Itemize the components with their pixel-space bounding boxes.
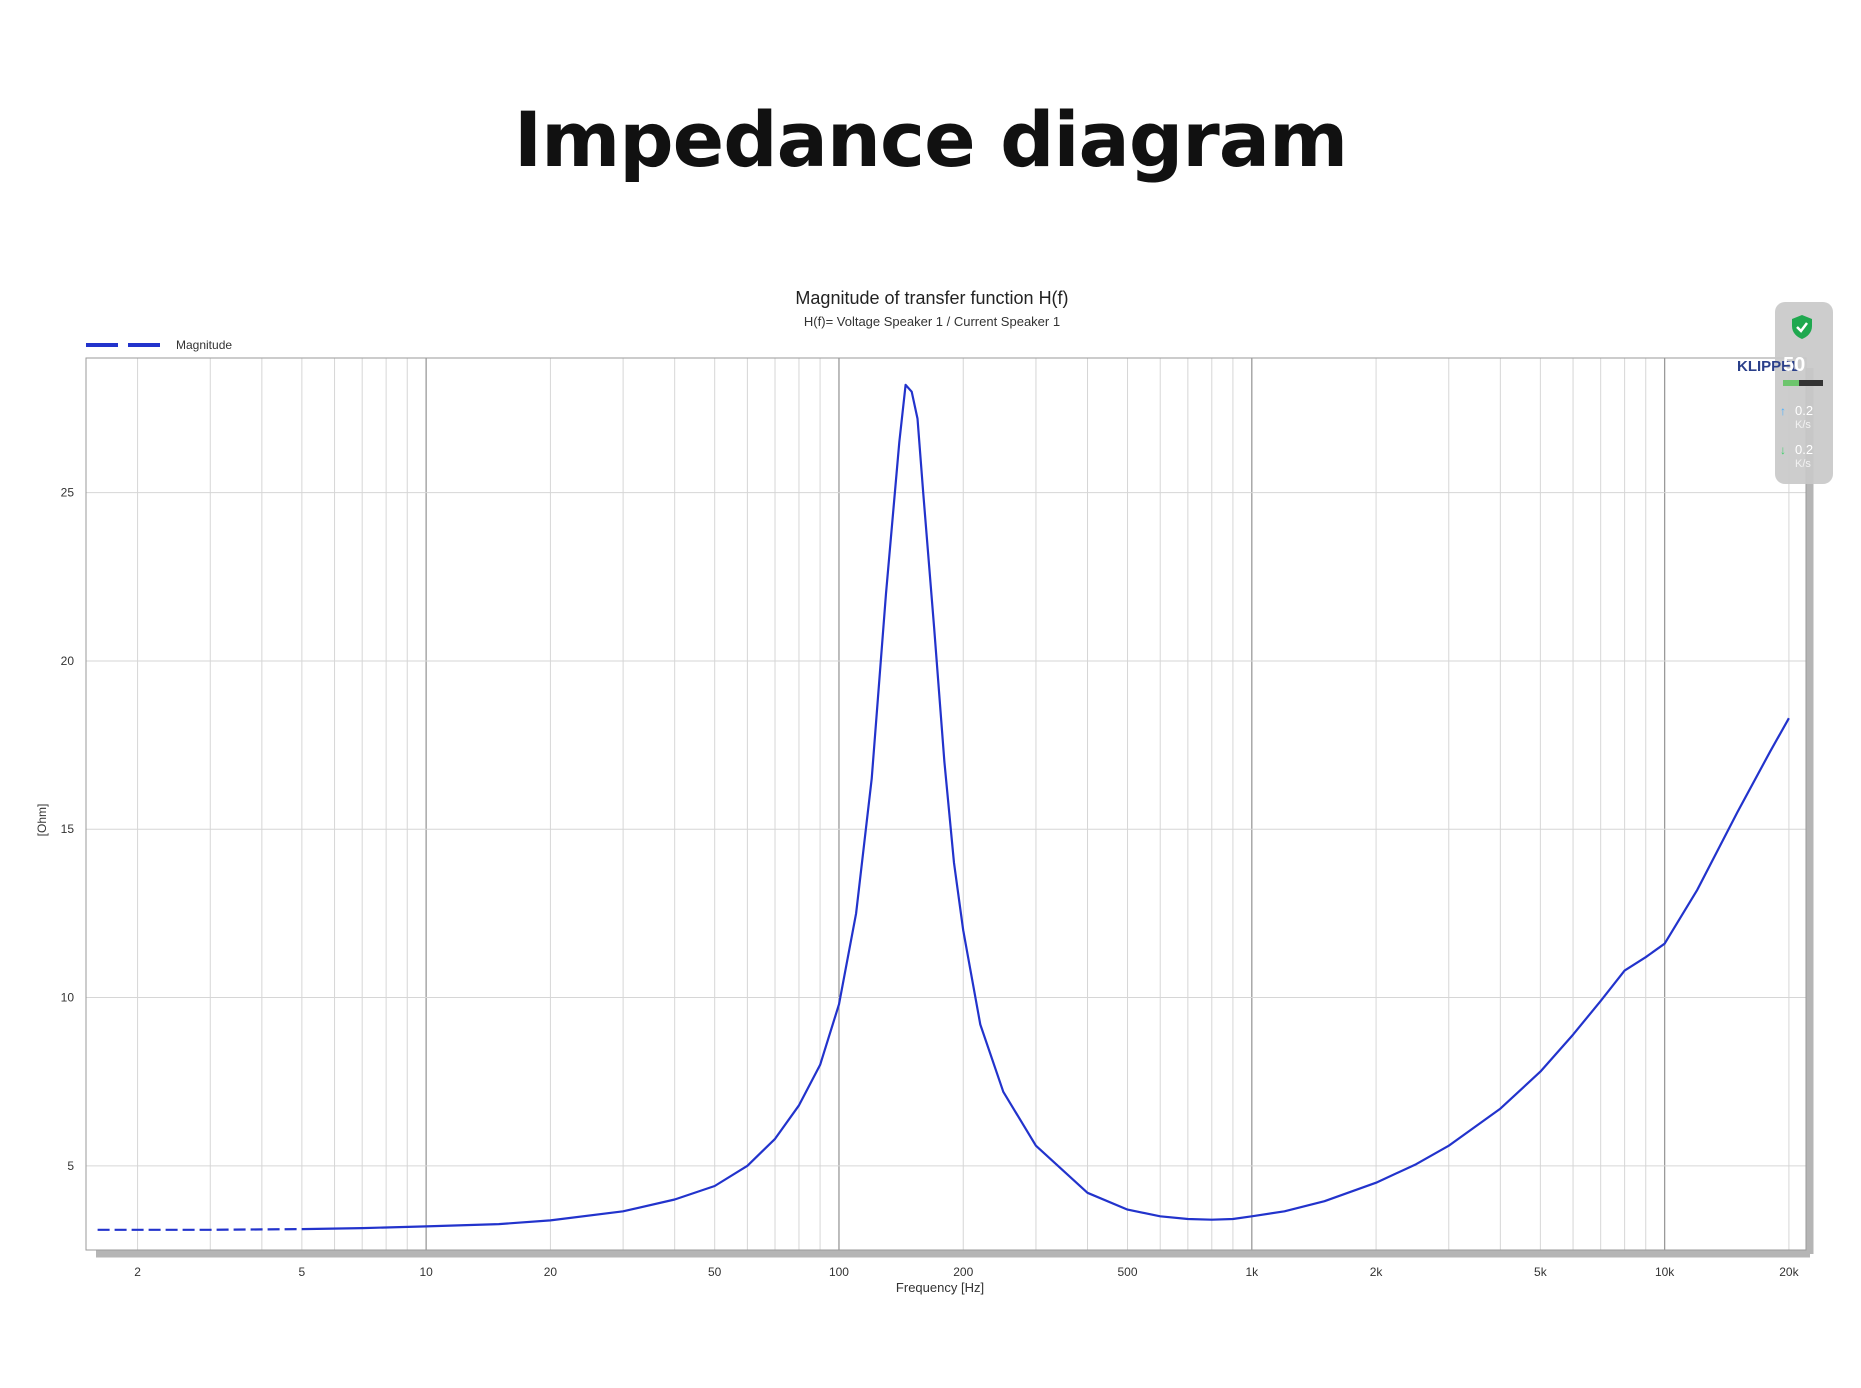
x-axis-label: Frequency [Hz] — [896, 1280, 984, 1295]
y-tick-label: 15 — [61, 822, 75, 836]
chart-subtitle: H(f)= Voltage Speaker 1 / Current Speake… — [804, 314, 1060, 329]
download-speed: ↓ 0.2 K/s — [1780, 442, 1814, 471]
legend-label: Magnitude — [176, 338, 232, 352]
upload-speed: ↑ 0.2 K/s — [1780, 403, 1814, 432]
brand-label: KLIPPEL — [1737, 358, 1801, 375]
plot-frame — [85, 357, 1807, 1251]
y-axis-label: [Ohm] — [35, 804, 49, 837]
y-tick-label: 20 — [61, 654, 75, 668]
x-tick-label: 100 — [829, 1265, 849, 1279]
shield-check-icon — [1792, 315, 1812, 339]
x-tick-label: 20 — [544, 1265, 558, 1279]
series-layer — [97, 383, 1790, 1231]
x-tick-label: 2k — [1370, 1265, 1384, 1279]
page-title: Impedance diagram — [513, 95, 1348, 184]
y-tick-label: 5 — [67, 1159, 74, 1173]
y-tick-label: 10 — [61, 991, 75, 1005]
y-tick-label: 25 — [61, 486, 75, 500]
usage-bar — [1783, 380, 1823, 386]
x-tick-label: 1k — [1245, 1265, 1259, 1279]
x-tick-label: 10k — [1655, 1265, 1675, 1279]
arrow-up-icon: ↑ — [1780, 404, 1786, 418]
x-tick-label: 2 — [134, 1265, 141, 1279]
x-tick-label: 10 — [419, 1265, 433, 1279]
x-tick-label: 500 — [1118, 1265, 1138, 1279]
axes — [85, 357, 1814, 1258]
chart-legend: Magnitude — [86, 338, 232, 352]
x-tick-label: 5k — [1534, 1265, 1548, 1279]
series-line-magnitude-dashed — [97, 1228, 302, 1231]
x-tick-label: 200 — [953, 1265, 973, 1279]
arrow-down-icon: ↓ — [1780, 443, 1786, 457]
x-tick-label: 20k — [1779, 1265, 1799, 1279]
percent-readout: 50 — [1783, 354, 1806, 376]
chart-title: Magnitude of transfer function H(f) — [795, 288, 1068, 308]
series-line-magnitude — [301, 383, 1790, 1231]
x-tick-label: 50 — [708, 1265, 722, 1279]
x-tick-label: 5 — [299, 1265, 306, 1279]
grid — [86, 358, 1806, 1250]
